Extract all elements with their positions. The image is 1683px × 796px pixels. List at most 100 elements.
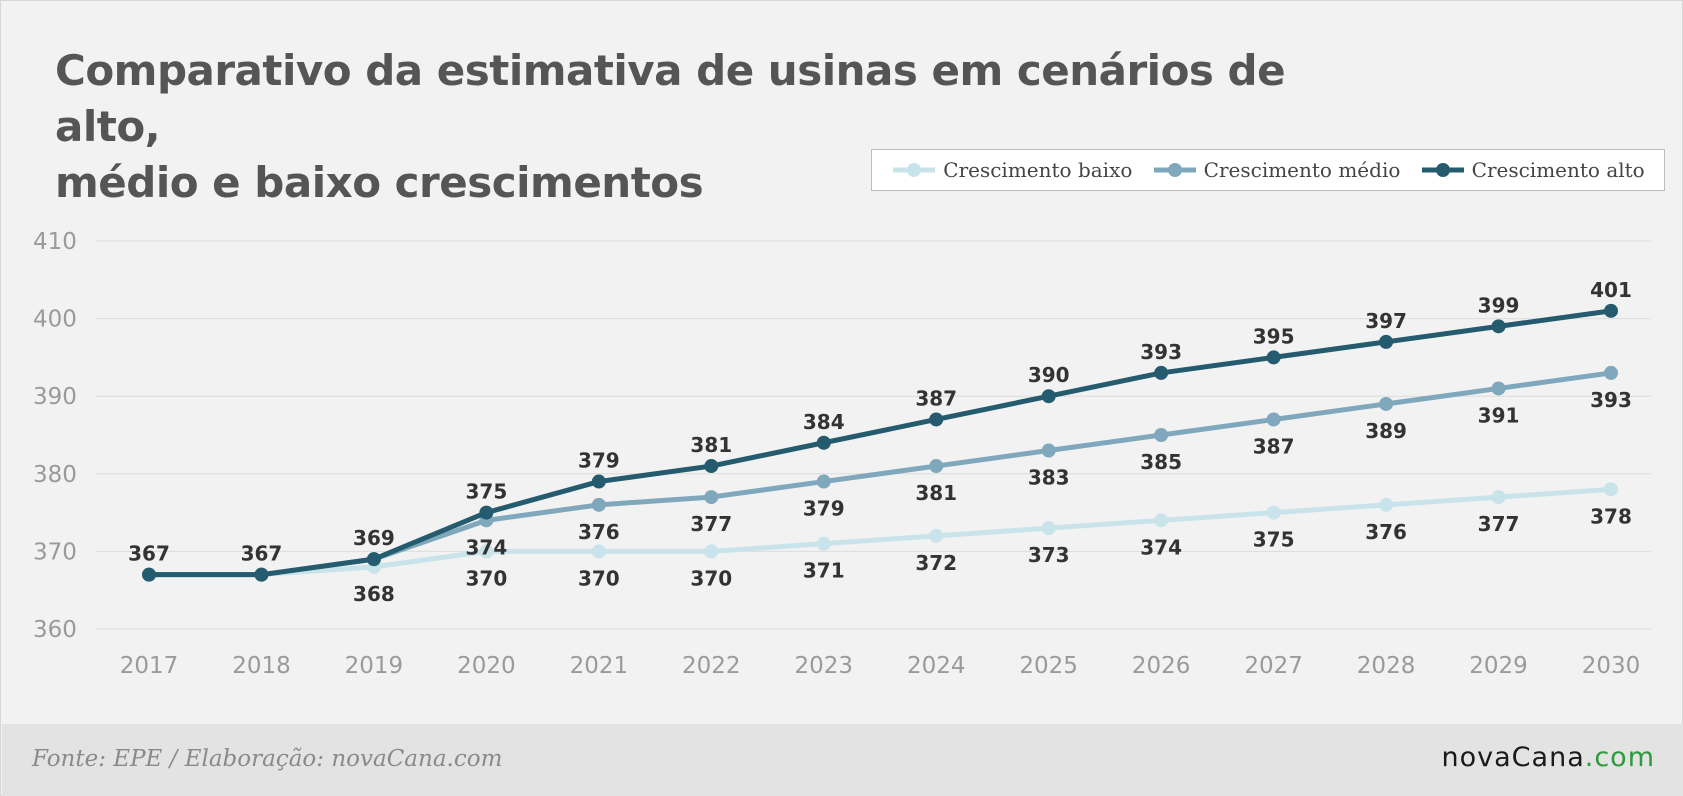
data-label-alto-2018: 367 (241, 542, 283, 566)
data-point-alto-2028 (1379, 334, 1394, 349)
chart-title-line-1: Comparativo da estimativa de usinas em c… (55, 46, 1286, 151)
y-tick-label-370: 370 (33, 539, 77, 565)
data-label-medio-2030: 393 (1590, 388, 1632, 412)
data-point-alto-2026 (1154, 365, 1169, 380)
legend-swatch-baixo (893, 163, 936, 177)
data-label-medio-2023: 379 (803, 497, 845, 521)
data-label-baixo-2019: 368 (353, 582, 395, 606)
data-label-alto-2028: 397 (1365, 309, 1407, 333)
x-tick-label-2022: 2022 (682, 653, 741, 679)
data-point-medio-2022 (704, 490, 719, 505)
data-point-medio-2027 (1266, 412, 1281, 427)
data-point-alto-2017 (142, 567, 156, 582)
legend-swatch-medio-dot (1167, 163, 1182, 177)
legend-label-baixo: Crescimento baixo (943, 158, 1133, 182)
data-point-alto-2027 (1266, 350, 1281, 365)
data-label-medio-2021: 376 (578, 520, 620, 544)
data-label-baixo-2030: 378 (1590, 504, 1632, 528)
data-point-baixo-2021 (591, 544, 606, 559)
data-point-baixo-2022 (704, 544, 719, 559)
data-label-alto-2022: 381 (690, 433, 732, 457)
chart-title-line-2: médio e baixo crescimentos (55, 158, 704, 207)
data-point-baixo-2028 (1379, 497, 1394, 512)
data-point-baixo-2023 (816, 536, 831, 551)
data-label-alto-2029: 399 (1478, 293, 1520, 317)
brand-logo: novaCana.com (1442, 742, 1655, 773)
x-tick-label-2021: 2021 (570, 653, 629, 679)
data-label-medio-2024: 381 (915, 481, 957, 505)
series-line-alto (149, 308, 1612, 578)
data-point-baixo-2025 (1041, 521, 1056, 536)
data-label-baixo-2023: 371 (803, 559, 845, 583)
legend-item-baixo: Crescimento baixo (891, 158, 1132, 182)
x-tick-label-2024: 2024 (907, 653, 966, 679)
source-note: Fonte: EPE / Elaboração: novaCana.com (32, 746, 503, 772)
data-point-medio-2021 (591, 497, 606, 512)
data-label-baixo-2025: 373 (1028, 543, 1070, 567)
x-tick-label-2029: 2029 (1469, 653, 1528, 679)
data-label-medio-2022: 377 (690, 512, 732, 536)
data-point-baixo-2026 (1154, 513, 1169, 528)
data-point-alto-2022 (704, 459, 719, 474)
data-label-alto-2019: 369 (353, 526, 395, 550)
x-tick-label-2019: 2019 (345, 653, 404, 679)
legend-swatch-alto (1421, 163, 1464, 177)
brand-logo-suffix: .com (1584, 742, 1655, 773)
data-point-medio-2028 (1379, 396, 1394, 411)
data-point-alto-2020 (479, 505, 494, 520)
data-label-alto-2027: 395 (1253, 324, 1295, 348)
data-label-baixo-2021: 370 (578, 566, 620, 590)
data-label-medio-2027: 387 (1253, 434, 1295, 458)
data-point-medio-2023 (816, 474, 831, 489)
legend-item-medio: Crescimento médio (1152, 158, 1401, 182)
x-tick-label-2018: 2018 (232, 653, 291, 679)
legend-item-alto: Crescimento alto (1420, 158, 1645, 182)
data-label-medio-2025: 383 (1028, 466, 1070, 490)
y-tick-label-360: 360 (33, 617, 77, 643)
data-label-medio-2029: 391 (1478, 403, 1520, 427)
data-point-medio-2030 (1604, 365, 1618, 380)
data-point-alto-2030 (1604, 303, 1618, 318)
y-tick-label-390: 390 (33, 384, 77, 410)
x-tick-label-2025: 2025 (1019, 653, 1078, 679)
data-point-medio-2025 (1041, 443, 1056, 458)
footer: Fonte: EPE / Elaboração: novaCana.com no… (2, 724, 1683, 796)
line-chart: 360 370 380 390 400 410 2017 2018 2019 2020 2021 20… (33, 229, 1651, 679)
data-label-alto-2030: 401 (1590, 278, 1632, 302)
data-label-alto-2026: 393 (1140, 340, 1182, 364)
data-label-baixo-2028: 376 (1365, 520, 1407, 544)
data-point-medio-2024 (929, 459, 944, 474)
data-label-baixo-2026: 374 (1140, 535, 1182, 559)
data-point-medio-2026 (1154, 428, 1169, 442)
x-tick-label-2028: 2028 (1357, 653, 1416, 679)
data-label-baixo-2027: 375 (1253, 528, 1295, 552)
data-label-baixo-2020: 370 (466, 566, 508, 590)
data-point-baixo-2027 (1266, 505, 1281, 520)
data-label-baixo-2022: 370 (690, 566, 732, 590)
brand-logo-main: novaCana (1441, 742, 1585, 773)
data-point-alto-2023 (816, 435, 831, 450)
data-point-alto-2019 (366, 552, 381, 567)
data-label-alto-2017: 367 (128, 542, 170, 566)
data-label-alto-2025: 390 (1028, 363, 1070, 387)
y-tick-label-380: 380 (33, 462, 77, 488)
series-line-baixo (149, 486, 1612, 578)
x-tick-label-2026: 2026 (1132, 653, 1191, 679)
data-point-medio-2029 (1491, 381, 1506, 396)
chart-title: Comparativo da estimativa de usinas em c… (55, 43, 1355, 211)
data-label-baixo-2024: 372 (915, 551, 957, 575)
x-tick-label-2030: 2030 (1582, 653, 1641, 679)
data-point-alto-2025 (1041, 389, 1056, 404)
data-label-medio-2020: 374 (466, 535, 508, 559)
x-tick-label-2023: 2023 (794, 653, 853, 679)
data-point-baixo-2020 (479, 544, 494, 559)
y-tick-label-400: 400 (33, 307, 77, 333)
data-point-alto-2024 (929, 412, 944, 427)
data-label-alto-2020: 375 (466, 480, 508, 504)
legend-swatch-medio (1153, 163, 1196, 177)
data-point-alto-2029 (1491, 319, 1506, 334)
legend-swatch-baixo-dot (907, 163, 922, 177)
legend-label-medio: Crescimento médio (1203, 158, 1401, 182)
x-tick-label-2027: 2027 (1244, 653, 1303, 679)
